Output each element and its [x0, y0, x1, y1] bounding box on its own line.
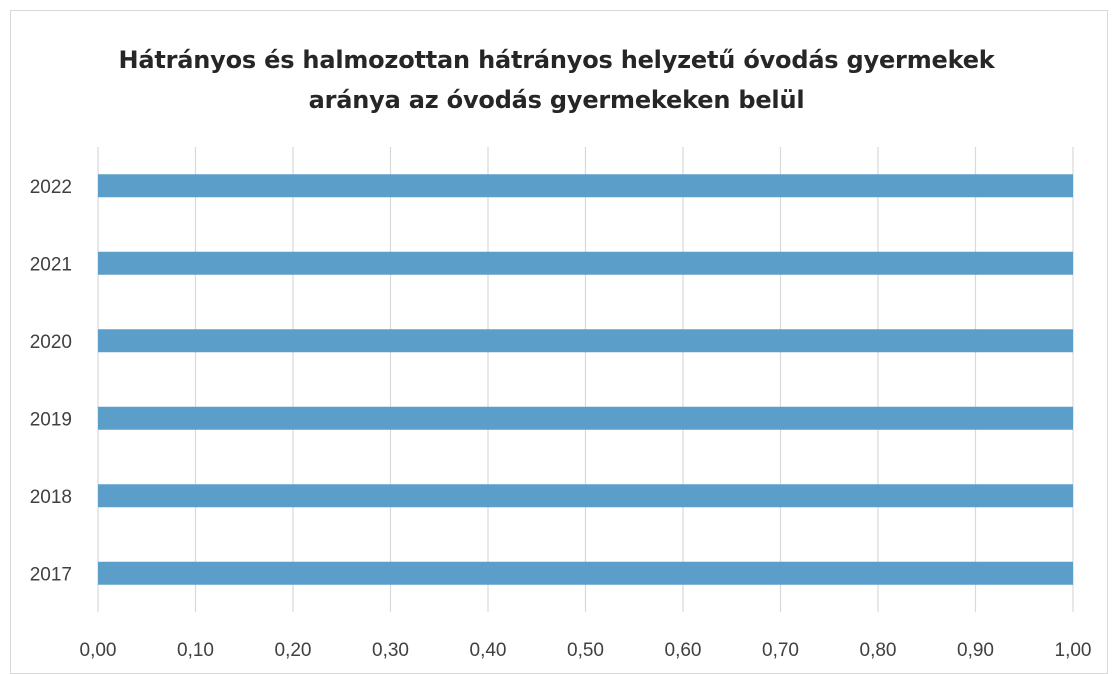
- y-tick-label-2022: 2022: [30, 177, 72, 198]
- x-tick-label: 0,10: [177, 640, 214, 661]
- y-tick-label-2021: 2021: [30, 254, 72, 275]
- x-tick-label: 0,30: [372, 640, 409, 661]
- y-tick-label-2020: 2020: [30, 332, 72, 353]
- bar-2022: [98, 174, 1073, 198]
- x-tick-label: 1,00: [1055, 640, 1092, 661]
- bar-2017: [98, 561, 1073, 585]
- bars: [98, 174, 1073, 585]
- x-tick-label: 0,20: [275, 640, 312, 661]
- gridlines: [97, 147, 1074, 612]
- x-tick-label: 0,80: [860, 640, 897, 661]
- x-tick-label: 0,50: [567, 640, 604, 661]
- chart-title-line-1: Hátrányos és halmozottan hátrányos helyz…: [118, 46, 995, 74]
- x-tick-label: 0,60: [665, 640, 702, 661]
- bar-2018: [98, 484, 1073, 508]
- y-axis-labels: 2017 2018 2019 2020 2021 2022: [30, 177, 72, 586]
- x-tick-label: 0,70: [762, 640, 799, 661]
- y-tick-label-2018: 2018: [30, 487, 72, 508]
- x-axis-labels: 0,00 0,10 0,20 0,30 0,40 0,50 0,60 0,70 0,80 0,90…: [80, 640, 1092, 661]
- bar-2020: [98, 329, 1073, 353]
- bar-2021: [98, 251, 1073, 275]
- x-tick-label: 0,00: [80, 640, 117, 661]
- bar-2019: [98, 406, 1073, 430]
- y-tick-label-2019: 2019: [30, 409, 72, 430]
- x-tick-label: 0,90: [957, 640, 994, 661]
- y-tick-label-2017: 2017: [30, 564, 72, 585]
- chart-title: Hátrányos és halmozottan hátrányos helyz…: [0, 40, 1113, 120]
- chart-title-line-2: aránya az óvodás gyermekeken belül: [308, 86, 805, 114]
- x-tick-label: 0,40: [470, 640, 507, 661]
